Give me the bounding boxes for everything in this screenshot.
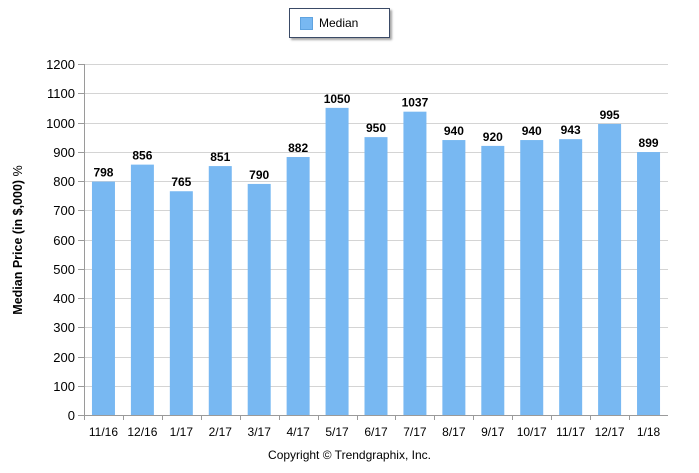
y-tick-label-600: 600 <box>53 233 75 248</box>
x-tick-label-8-17: 8/17 <box>442 425 466 439</box>
bar-12-16 <box>130 164 154 415</box>
data-label-6-17: 950 <box>366 121 386 135</box>
bar-10-17 <box>520 140 544 416</box>
x-tick-label-3-17: 3/17 <box>248 425 272 439</box>
y-tick-label-0: 0 <box>68 408 75 423</box>
data-label-3-17: 790 <box>249 168 269 182</box>
x-tick-label-7-17: 7/17 <box>403 425 427 439</box>
x-tick-label-10-17: 10/17 <box>517 425 547 439</box>
legend-swatch-median <box>300 16 313 30</box>
bar-11-16 <box>91 181 115 415</box>
bar-8-17 <box>442 140 466 416</box>
x-tick-label-2-17: 2/17 <box>209 425 233 439</box>
y-tick-label-200: 200 <box>53 350 75 365</box>
x-tick-label-12-16: 12/16 <box>127 425 157 439</box>
bar-4-17 <box>286 157 310 415</box>
y-tick-label-900: 900 <box>53 145 75 160</box>
y-tick-label-700: 700 <box>53 203 75 218</box>
y-tick-label-1000: 1000 <box>46 116 75 131</box>
data-label-9-17: 920 <box>483 130 503 144</box>
data-label-12-16: 856 <box>132 149 152 163</box>
copyright-footer: Copyright © Trendgraphix, Inc. <box>268 448 431 462</box>
legend-label-median: Median <box>319 16 359 30</box>
x-tick-label-4-17: 4/17 <box>286 425 310 439</box>
data-label-11-16: 798 <box>93 166 113 180</box>
bar-12-17 <box>598 123 622 416</box>
bar-3-17 <box>247 183 271 415</box>
bar-9-17 <box>481 145 505 415</box>
chart-legend: Median <box>289 8 390 38</box>
bar-1-17 <box>169 191 193 415</box>
data-label-12-17: 995 <box>600 108 620 122</box>
x-tick-label-12-17: 12/17 <box>595 425 625 439</box>
data-label-8-17: 940 <box>444 124 464 138</box>
data-label-4-17: 882 <box>288 141 308 155</box>
x-tick-label-11-16: 11/16 <box>89 425 118 439</box>
data-label-7-17: 1037 <box>402 96 429 110</box>
x-tick-label-6-17: 6/17 <box>364 425 388 439</box>
y-tick-label-300: 300 <box>53 320 75 335</box>
data-label-11-17: 943 <box>561 123 581 137</box>
y-tick-label-400: 400 <box>53 291 75 306</box>
data-label-1-17: 765 <box>171 175 191 189</box>
x-tick-label-9-17: 9/17 <box>481 425 505 439</box>
data-label-5-17: 1050 <box>324 92 351 106</box>
bar-11-17 <box>559 139 583 416</box>
x-tick-label-1-18: 1/18 <box>637 425 661 439</box>
y-tick-label-100: 100 <box>53 379 75 394</box>
y-tick-label-1100: 1100 <box>47 86 75 101</box>
y-tick-label-800: 800 <box>53 174 75 189</box>
bar-6-17 <box>364 137 388 415</box>
x-tick-label-1-17: 1/17 <box>170 425 194 439</box>
bar-7-17 <box>403 111 427 416</box>
data-label-10-17: 940 <box>522 124 542 138</box>
bar-2-17 <box>208 166 232 415</box>
y-tick-label-1200: 1200 <box>46 57 75 72</box>
x-tick-label-5-17: 5/17 <box>325 425 349 439</box>
y-tick-label-500: 500 <box>53 262 75 277</box>
data-label-1-18: 899 <box>639 136 659 150</box>
data-label-2-17: 851 <box>210 150 230 164</box>
bar-5-17 <box>325 107 349 415</box>
bar-1-18 <box>637 152 661 416</box>
x-tick-label-11-17: 11/17 <box>556 425 585 439</box>
